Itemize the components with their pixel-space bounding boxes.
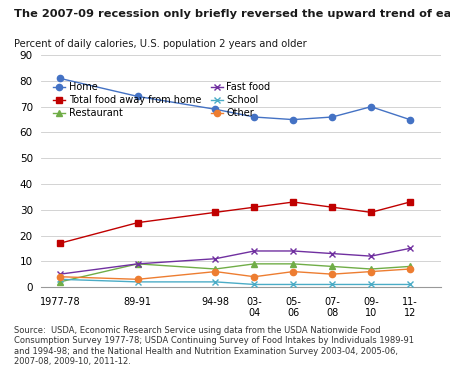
Other	[213, 269, 218, 274]
Total food away from home	[252, 205, 257, 209]
Fast food	[407, 246, 413, 251]
Line: Total food away from home: Total food away from home	[57, 199, 413, 246]
Home	[135, 94, 140, 99]
School	[252, 282, 257, 287]
Restaurant	[252, 262, 257, 266]
School	[368, 282, 373, 287]
School	[135, 280, 140, 284]
Total food away from home	[329, 205, 335, 209]
Text: The 2007-09 recession only briefly reversed the upward trend of eating out: The 2007-09 recession only briefly rever…	[14, 9, 450, 19]
Restaurant	[57, 280, 63, 284]
Home	[368, 105, 373, 109]
Home	[329, 115, 335, 119]
Text: Source:  USDA, Economic Research Service using data from the USDA Nationwide Foo: Source: USDA, Economic Research Service …	[14, 326, 414, 366]
Total food away from home	[213, 210, 218, 215]
Restaurant	[329, 264, 335, 269]
Line: Home: Home	[57, 75, 413, 123]
Fast food	[213, 256, 218, 261]
Legend: Home, Total food away from home, Restaurant, Fast food, School, Other: Home, Total food away from home, Restaur…	[50, 79, 274, 122]
Home	[407, 117, 413, 122]
School	[329, 282, 335, 287]
Restaurant	[407, 264, 413, 269]
Total food away from home	[291, 200, 296, 204]
Restaurant	[213, 267, 218, 271]
School	[291, 282, 296, 287]
Line: Other: Other	[57, 266, 413, 282]
School	[407, 282, 413, 287]
Fast food	[291, 249, 296, 253]
Restaurant	[368, 267, 373, 271]
Fast food	[57, 272, 63, 276]
Other	[329, 272, 335, 276]
Home	[213, 107, 218, 112]
Line: Fast food: Fast food	[56, 245, 414, 277]
Home	[291, 117, 296, 122]
Other	[291, 269, 296, 274]
Total food away from home	[135, 220, 140, 225]
Home	[57, 76, 63, 81]
Other	[57, 275, 63, 279]
School	[57, 277, 63, 282]
Fast food	[329, 251, 335, 256]
Text: Percent of daily calories, U.S. population 2 years and older: Percent of daily calories, U.S. populati…	[14, 39, 306, 49]
Line: Restaurant: Restaurant	[56, 261, 414, 285]
Fast food	[135, 262, 140, 266]
Other	[407, 267, 413, 271]
Other	[252, 275, 257, 279]
Fast food	[252, 249, 257, 253]
Restaurant	[291, 262, 296, 266]
Fast food	[368, 254, 373, 258]
Home	[252, 115, 257, 119]
Other	[135, 277, 140, 282]
School	[213, 280, 218, 284]
Total food away from home	[368, 210, 373, 215]
Other	[368, 269, 373, 274]
Restaurant	[135, 262, 140, 266]
Line: School: School	[56, 276, 414, 288]
Total food away from home	[407, 200, 413, 204]
Total food away from home	[57, 241, 63, 245]
